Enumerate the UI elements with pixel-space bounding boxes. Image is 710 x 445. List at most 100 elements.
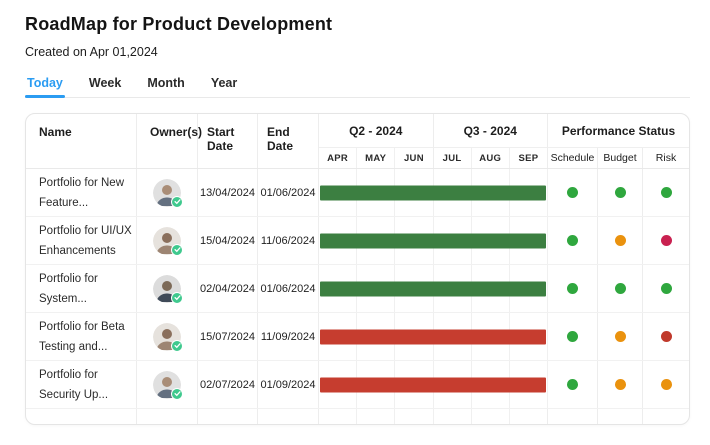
table-row: Portfolio for UI/UX Enhancements 15/04/2…: [26, 217, 689, 265]
owner-cell: [137, 217, 198, 264]
column-header-owners: Owner(s): [137, 114, 202, 168]
start-date-value: 15/07/2024: [198, 313, 258, 360]
start-date-value: 02/04/2024: [198, 265, 258, 312]
gantt-bar[interactable]: [320, 329, 546, 344]
status-header-risk: Risk: [655, 152, 677, 164]
end-date-value: 01/06/2024: [258, 265, 319, 312]
gantt-bar[interactable]: [320, 233, 546, 248]
month-header-jun: JUN: [395, 148, 434, 168]
gantt-bar[interactable]: [320, 377, 546, 392]
gantt-bar[interactable]: [320, 185, 546, 200]
portfolio-name-line1: Portfolio for New: [39, 176, 125, 189]
column-header-q3-2024: Q3 - 2024: [433, 114, 548, 148]
schedule-status-dot: [567, 379, 578, 390]
gantt-timeline: [319, 361, 548, 408]
column-header-end-date: End Date: [258, 114, 319, 168]
tab-month[interactable]: Month: [147, 76, 185, 90]
tab-today[interactable]: Today: [25, 76, 65, 98]
column-header-start-date: Start Date: [198, 114, 258, 168]
budget-status-dot: [614, 379, 626, 390]
schedule-status-dot: [567, 331, 578, 342]
gantt-timeline: [319, 169, 548, 216]
owner-avatar[interactable]: [153, 370, 183, 400]
schedule-status-cell: [548, 313, 598, 360]
tab-week[interactable]: Week: [88, 76, 122, 90]
portfolio-name-line2: System...: [39, 292, 87, 305]
risk-status-dot: [660, 283, 672, 294]
portfolio-name-link[interactable]: Portfolio for Security Up...: [26, 361, 137, 408]
verified-badge-icon: [171, 291, 183, 304]
portfolio-name-line2: Testing and...: [39, 340, 108, 353]
end-date-value: 11/09/2024: [258, 313, 319, 360]
month-header-sep: SEP: [510, 148, 548, 168]
column-header-name: Name: [26, 114, 137, 168]
budget-status-dot: [614, 283, 626, 294]
schedule-status-cell: [548, 217, 598, 264]
roadmap-page: RoadMap for Product Development Created …: [25, 14, 690, 425]
tab-year[interactable]: Year: [210, 76, 238, 90]
owner-avatar[interactable]: [153, 322, 183, 352]
status-header-schedule: Schedule: [548, 148, 598, 168]
portfolio-name-line2: Security Up...: [39, 388, 109, 401]
budget-status-cell: [598, 217, 643, 264]
gantt-timeline: [319, 313, 548, 360]
start-date-value: 02/07/2024: [198, 361, 258, 408]
schedule-status-cell: [548, 265, 598, 312]
verified-badge-icon: [171, 387, 183, 400]
owner-avatar[interactable]: [153, 178, 183, 208]
schedule-status-cell: [548, 361, 598, 408]
created-date-text: Created on Apr 01,2024: [25, 45, 158, 59]
portfolio-name-line1: Portfolio for Beta: [39, 320, 125, 333]
budget-status-cell: [598, 361, 643, 408]
risk-status-dot: [660, 379, 672, 390]
column-header-q2-2024: Q2 - 2024: [319, 114, 434, 148]
view-tabs: Today Week Month Year: [25, 76, 690, 98]
column-header-performance-status: Performance Status: [548, 114, 689, 148]
owner-cell: [137, 265, 198, 312]
risk-status-dot: [660, 187, 672, 198]
budget-status-dot: [614, 187, 626, 198]
gantt-bar[interactable]: [320, 281, 546, 296]
schedule-status-dot: [567, 283, 578, 294]
portfolio-name-line1: Portfolio for: [39, 272, 98, 285]
portfolio-name-line1: Portfolio for UI/UX: [39, 224, 132, 237]
budget-status-dot: [614, 331, 626, 342]
portfolio-name-link[interactable]: Portfolio for New Feature...: [26, 169, 137, 216]
owner-cell: [137, 169, 198, 216]
portfolio-name-link[interactable]: Portfolio for UI/UX Enhancements: [26, 217, 137, 264]
table-row: Portfolio for New Feature... 13/04/2024 …: [26, 169, 689, 217]
schedule-status-dot: [567, 235, 578, 246]
start-date-value: 13/04/2024: [198, 169, 258, 216]
risk-status-cell: [643, 169, 689, 216]
risk-status-cell: [643, 217, 689, 264]
table-row: Portfolio for Beta Testing and... 15/07/…: [26, 313, 689, 361]
verified-badge-icon: [171, 195, 183, 208]
risk-status-cell: [643, 265, 689, 312]
table-header: Name Owner(s) Start Date End Date Q2 - 2…: [26, 114, 689, 169]
owner-cell: [137, 361, 198, 408]
risk-status-dot: [660, 331, 672, 342]
risk-status-cell: [643, 313, 689, 360]
table-row: Portfolio for System... 02/04/2024 01/06…: [26, 265, 689, 313]
budget-status-cell: [598, 313, 643, 360]
owner-avatar[interactable]: [153, 274, 183, 304]
owner-avatar[interactable]: [153, 226, 183, 256]
budget-status-cell: [598, 265, 643, 312]
end-date-value: 01/06/2024: [258, 169, 319, 216]
table-row: Portfolio for Security Up... 02/07/2024 …: [26, 361, 689, 409]
verified-badge-icon: [171, 339, 183, 352]
risk-status-cell: [643, 361, 689, 408]
month-header-jul: JUL: [434, 148, 472, 168]
portfolio-name-line2: Feature...: [39, 196, 89, 209]
table-footer-filler: [26, 409, 689, 424]
portfolio-name-link[interactable]: Portfolio for Beta Testing and...: [26, 313, 137, 360]
portfolio-name-link[interactable]: Portfolio for System...: [26, 265, 137, 312]
roadmap-table-card: Name Owner(s) Start Date End Date Q2 - 2…: [25, 113, 690, 425]
end-date-value: 11/06/2024: [258, 217, 319, 264]
month-header-may: MAY: [357, 148, 396, 168]
month-header-aug: AUG: [472, 148, 510, 168]
start-date-value: 15/04/2024: [198, 217, 258, 264]
budget-status-dot: [614, 235, 626, 246]
month-header-apr: APR: [319, 148, 358, 168]
schedule-status-dot: [567, 187, 578, 198]
